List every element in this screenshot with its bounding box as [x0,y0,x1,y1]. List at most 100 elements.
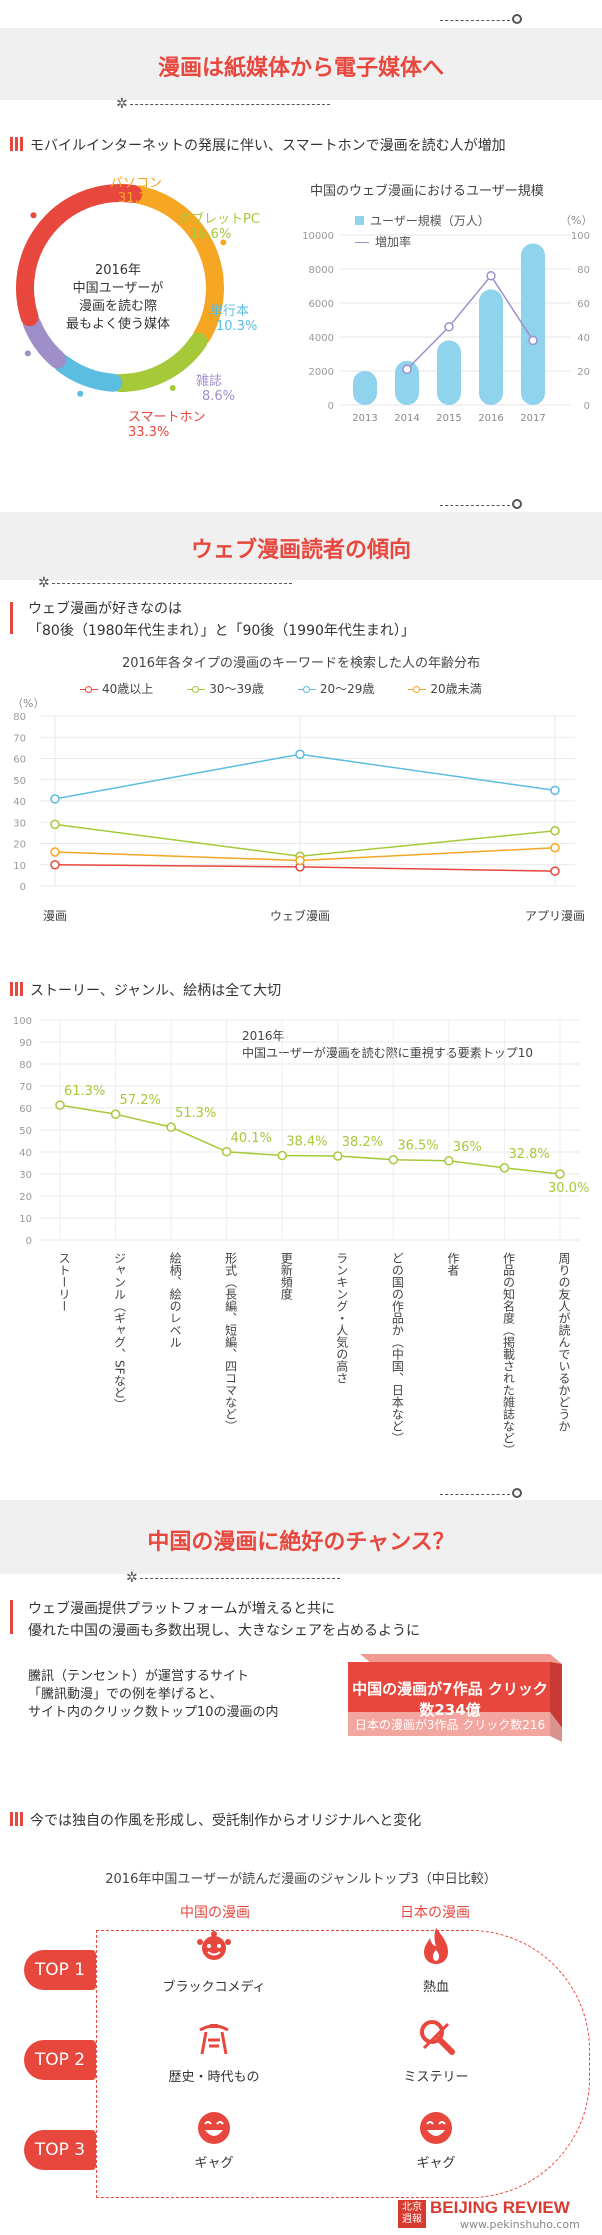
series-line [54,864,556,872]
data-point [388,1154,399,1165]
genre-china-1: ブラックコメディ [162,1980,266,1995]
y-tick-label: 100 [13,1016,32,1027]
donut-dot [24,350,31,357]
x-tick-label: アプリ漫画 [525,909,585,923]
segment-value: 33.3% [128,425,170,440]
section2-banner [0,512,602,580]
donut-chart [16,184,227,397]
logo-cn: 北京週報 [402,2202,422,2225]
data-point [50,860,60,870]
footer-logo-seal: 北京週報 [398,2200,426,2228]
y-tick-label: 40 [13,797,26,808]
donut-segment [16,184,143,327]
donut-segment [130,186,224,345]
section-marker-icon [10,1812,24,1826]
growth-point [444,322,454,332]
data-label: 38.2% [342,1135,383,1150]
data-label: 57.2% [120,1093,161,1108]
y-tick-label: 90 [19,1038,32,1049]
y-tick-label: 0 [328,401,334,412]
data-label: 36.5% [397,1139,438,1154]
legend-label: 20歳未満 [430,682,482,696]
genre-japan-3: ギャグ [416,2156,456,2171]
bar [395,360,419,405]
y-tick-label: 4000 [309,333,334,344]
y-tick-label: 10 [13,861,26,872]
donut-label-book: 単行本 10.3% [210,300,257,334]
growth-point [402,364,412,375]
section1-heading: モバイルインターネットの発展に伴い、スマートホンで漫画を読む人が増加 [30,138,506,154]
y-tick-label: 20 [19,1192,32,1203]
data-point [333,1151,343,1161]
flame-icon [424,1928,448,1964]
clown-icon [197,1931,231,1960]
x-tick-label: 2016 [478,413,503,424]
example-line: サイト内のクリック数トップ10の漫画の内 [28,1705,279,1720]
y-tick-label: 30 [13,818,26,829]
donut-label-smartphone: スマートホン 33.3% [128,406,206,440]
box-top-text: 中国の漫画が7作品 クリック数234億 [352,1680,548,1719]
data-point [221,1147,232,1157]
bar [437,340,461,405]
bar-chart-title: 中国のウェブ漫画におけるユーザー規模 [310,184,544,199]
legend-bar-label: ユーザー規模（万人） [370,214,490,228]
data-point [295,749,305,759]
legend-item: 20歳未満 [408,682,482,696]
donut-dot [30,212,37,219]
laugh-icon [420,2112,452,2144]
data-label: 30.0% [548,1181,589,1196]
rank-badge: TOP 3 [24,2130,96,2170]
deco-line [130,104,330,105]
segment-value: 31.2% [118,191,160,206]
x-tick-label: ウェブ漫画 [270,908,330,923]
y-tick-label: 8000 [309,265,334,276]
age-chart-legend: 40歳以上 30～39歳 20～29歳 20歳未満 [80,680,560,697]
legend-item: 40歳以上 [80,682,153,696]
segment-name: スマートホン [128,410,206,425]
genre-china-3: ギャグ [194,2156,234,2171]
deco-circle [512,14,522,24]
series-line [54,847,556,862]
section-marker-icon [10,1600,15,1634]
section2-heading-line1: ウェブ漫画が好きなのは [28,601,182,617]
y2-tick-label: 0 [584,401,590,412]
data-point [277,1150,287,1161]
laugh-icon [198,2112,230,2144]
donut-dot [77,390,84,397]
section1-title: 漫画は紙媒体から電子媒体へ [157,56,444,81]
y-tick-label: 10 [19,1214,32,1225]
data-label: 32.8% [508,1147,549,1162]
legend-line-marker [355,242,369,243]
section4-heading-line1: ウェブ漫画提供プラットフォームが増えると共に [28,1601,336,1617]
x-tick-label: 絵柄、絵のレベル [168,1251,182,1348]
genre-dashed-frame [96,1930,590,2198]
donut-label-tablet: タブレットPC 16.6% [178,208,260,242]
growth-point [528,335,538,346]
y-tick-label: 40 [19,1148,32,1159]
data-point [166,1122,176,1132]
bar [353,371,377,405]
series-line [54,753,556,800]
donut-dot [220,239,227,246]
genre-japan-2: ミステリー [403,2070,469,2085]
example-line: 「騰訊動漫」での例を挙げると、 [28,1687,223,1702]
legend-label: 30～39歳 [209,682,264,696]
example-line: 騰訊（テンセント）が運営するサイト [28,1669,250,1684]
segment-name: 単行本 [210,304,250,319]
genre-chart-title: 2016年中国ユーザーが読んだ漫画のジャンルトップ3（中日比較） [105,1872,497,1887]
donut-segment [110,332,208,393]
x-tick-label: 漫画 [43,909,67,923]
example-text: 騰訊（テンセント）が運営するサイト 「騰訊動漫」での例を挙げると、 サイト内のク… [28,1668,279,1722]
legend-bar-swatch [355,216,364,225]
data-point [50,847,60,857]
section4-heading-line2: 優れた中国の漫画も多数出現し、大きなシェアを占めるように [28,1623,420,1639]
growth-line [406,274,534,370]
section3-heading: ストーリー、ジャンル、絵柄は全て大切 [30,983,282,999]
x-tick-label: 2014 [394,413,419,424]
column-japan: 日本の漫画 [400,1905,470,1921]
y-tick-label: 50 [19,1126,32,1137]
snowflake-icon: ✲ [126,1570,138,1586]
deco-line [140,1578,340,1579]
donut-center-line: 中国ユーザーが [72,281,164,296]
palace-icon [199,2024,229,2055]
